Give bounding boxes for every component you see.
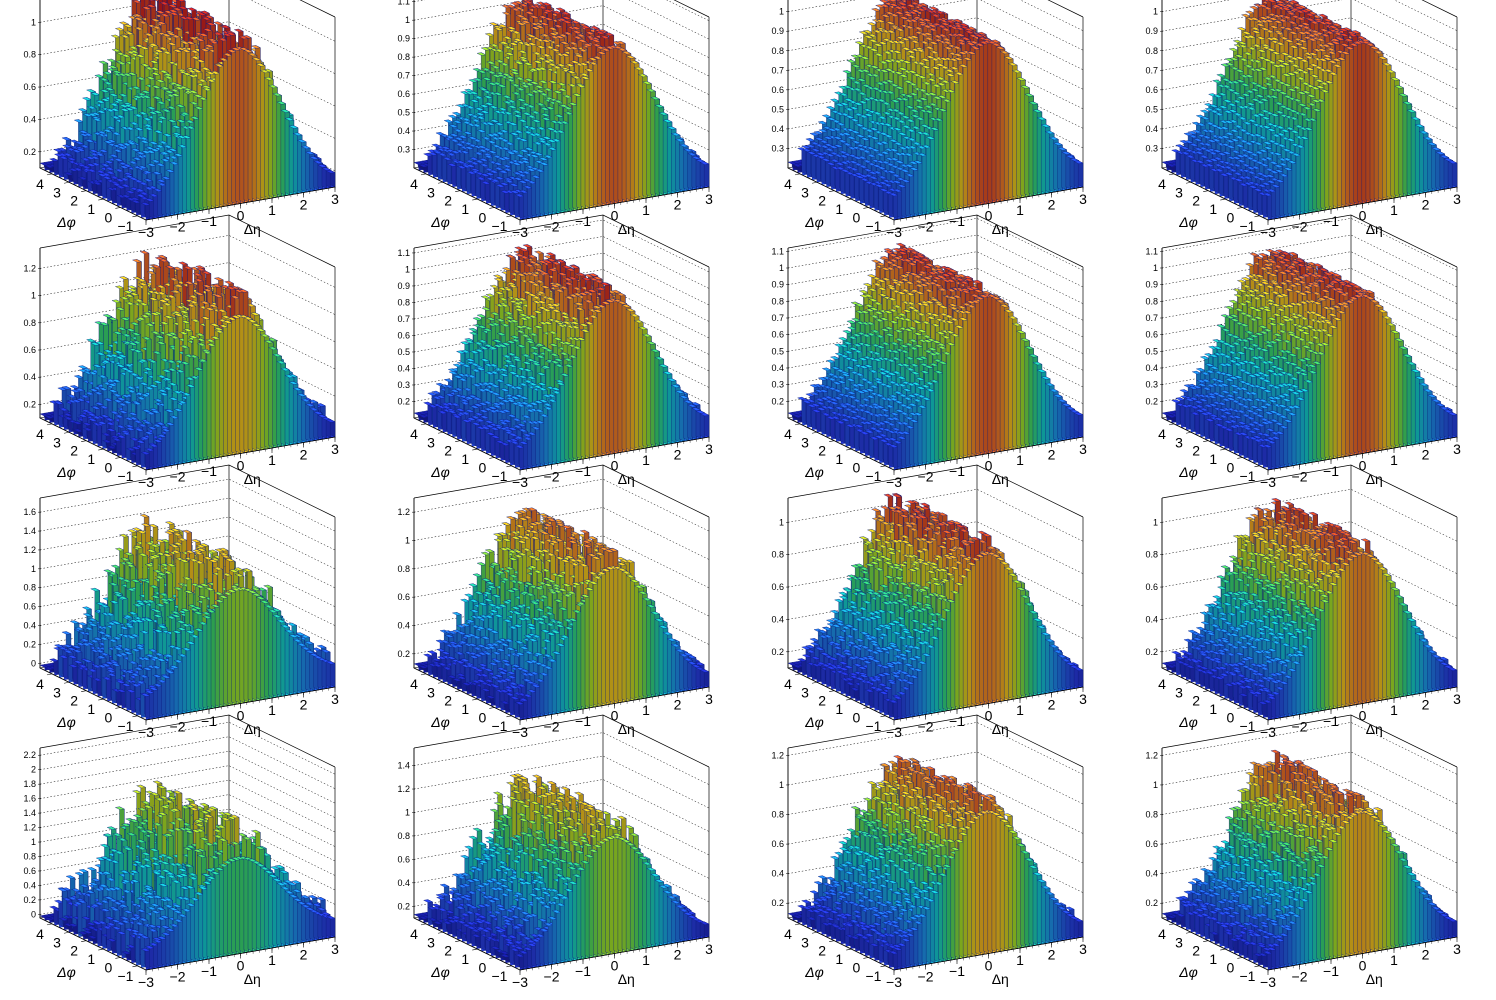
z-tick-label: 0.8 [23, 50, 36, 60]
z-tick-label: 0.9 [397, 34, 410, 44]
z-tick-label: 0.2 [23, 147, 36, 157]
bar-top [107, 59, 116, 62]
bar-top [251, 45, 260, 48]
z-tick-label: 1.1 [397, 0, 410, 7]
bar-top [485, 33, 494, 36]
y-tick-label: 4 [36, 176, 44, 192]
bar-top [111, 35, 120, 38]
x-tick-label: −1 [201, 213, 217, 229]
lego-panel-r1-c2: 0.30.40.50.60.70.80.911.1−3 −2 −1 0 1 2 3Δη−10… [397, 0, 713, 240]
x-tick-label: −3 [138, 224, 154, 240]
x-tick-label: −2 [170, 219, 186, 235]
bar-top [62, 137, 71, 140]
bar-top [448, 115, 457, 118]
bar-top [99, 61, 108, 64]
y-tick [115, 207, 120, 208]
z-tick-label: 0.4 [23, 114, 36, 124]
y-tick-label: −1 [117, 218, 133, 234]
z-tick-label: 1 [405, 15, 410, 25]
z-tick-label: 1 [31, 17, 36, 27]
x-tick-label: 2 [300, 197, 308, 213]
z-tick-label: 0.8 [397, 52, 410, 62]
z-tick-label: 0.6 [397, 89, 410, 99]
bar-top [50, 158, 59, 161]
y-tick [81, 191, 86, 192]
z-tick-label: 0.7 [397, 71, 410, 81]
z-tick-label: 0.4 [397, 126, 410, 136]
lego-bars [40, 0, 335, 220]
bar-top [444, 120, 453, 123]
z-tick-label: 0.5 [397, 108, 410, 118]
bar-top [74, 119, 83, 122]
bar-top [188, 8, 197, 11]
y-tick [132, 216, 137, 217]
x-tick-label: 3 [331, 191, 339, 207]
y-tick-label: 2 [70, 193, 78, 209]
y-tick [47, 174, 52, 175]
bar-top [477, 53, 486, 56]
y-tick [98, 199, 103, 200]
bar-top [87, 89, 96, 92]
x-tick-label: 1 [268, 202, 276, 218]
z-tick-label: 0.3 [397, 145, 410, 155]
y-tick [64, 182, 69, 183]
y-axis-label: Δφ [56, 214, 76, 230]
bar-top [452, 112, 461, 115]
bar-top [214, 22, 223, 25]
bar-top [83, 97, 92, 100]
y-tick-label: 0 [104, 209, 112, 225]
y-tick-label: 1 [87, 201, 95, 217]
bar-top [78, 108, 87, 111]
y-tick-label: 3 [53, 184, 61, 200]
bar-top [234, 29, 243, 32]
lego-bars [414, 0, 709, 220]
bar-top [115, 28, 124, 31]
z-tick-label: 0.6 [23, 82, 36, 92]
